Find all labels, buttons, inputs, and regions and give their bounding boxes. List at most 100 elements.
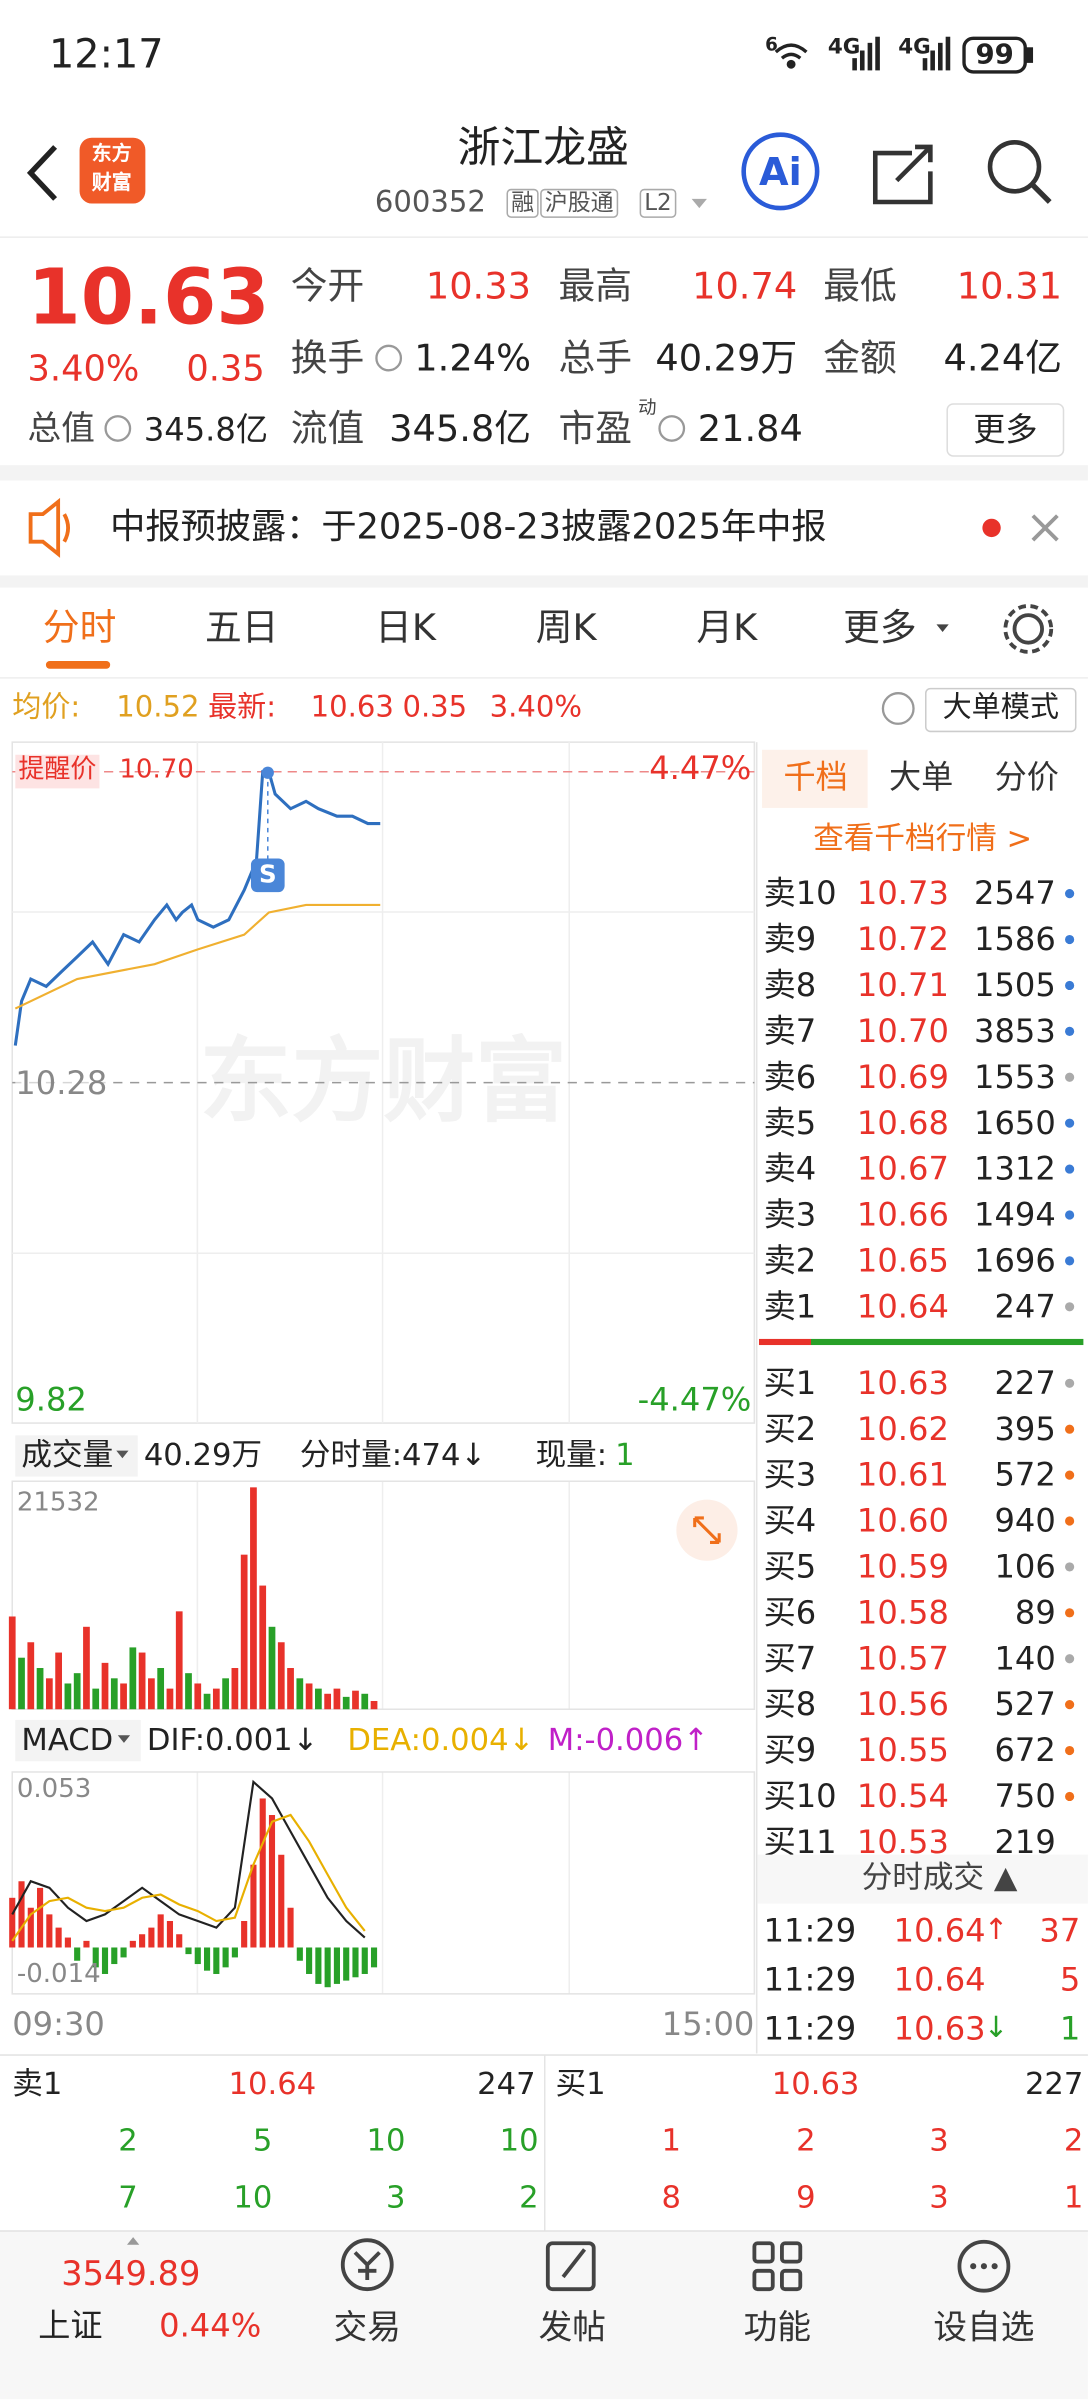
volume-bar — [352, 1690, 359, 1710]
book-price: 10.69 — [856, 1058, 949, 1096]
search-handle — [1030, 183, 1052, 204]
nav-item[interactable]: 功能 — [743, 2309, 812, 2348]
tab[interactable]: 更多 — [843, 606, 917, 650]
more-button[interactable]: 更多 — [973, 411, 1038, 449]
book-dot — [1065, 1470, 1075, 1480]
book-tab[interactable]: 大单 — [889, 758, 954, 796]
macd-bar — [315, 1947, 322, 1984]
volume-bar — [73, 1673, 81, 1710]
close-button[interactable] — [1031, 514, 1059, 542]
book-dot — [1065, 1072, 1075, 1082]
book-label: 买8 — [763, 1686, 817, 1723]
macd-stat: DIF:0.001↓ — [146, 1720, 319, 1758]
nav-item[interactable]: 发帖 — [538, 2309, 606, 2348]
volume-bar — [92, 1688, 100, 1710]
book-label: 买6 — [763, 1594, 817, 1632]
tab[interactable]: 月K — [696, 606, 758, 650]
stock-name: 浙江龙盛 — [457, 122, 629, 173]
book-price: 10.66 — [856, 1196, 949, 1234]
trades-title[interactable]: 分时成交 ▲ — [861, 1858, 1018, 1896]
book-label: 买10 — [763, 1777, 837, 1815]
book-volume: 572 — [994, 1456, 1056, 1494]
book-price: 10.54 — [856, 1777, 949, 1815]
book-volume: 2547 — [974, 875, 1056, 912]
trade-price: 10.63 — [893, 2010, 986, 2048]
book-label: 买4 — [763, 1502, 817, 1540]
volume-bar — [185, 1673, 192, 1710]
book-dot — [1065, 1210, 1075, 1220]
book-dot — [1065, 1608, 1075, 1618]
field-label: 金额 — [823, 336, 897, 380]
volume-bar — [250, 1487, 257, 1710]
level-price: 10.64 — [228, 2065, 317, 2102]
index-value: 3549.89 — [61, 2256, 201, 2295]
level-volume: 227 — [1024, 2065, 1084, 2102]
macd-bar — [361, 1947, 368, 1974]
book-price: 10.62 — [856, 1410, 949, 1448]
share-button[interactable] — [872, 144, 933, 205]
book-label: 卖10 — [763, 875, 837, 912]
book-price: 10.68 — [856, 1104, 949, 1142]
ai-icon: Ai — [759, 150, 802, 195]
selector-box[interactable] — [15, 1719, 141, 1762]
tab[interactable]: 日K — [375, 606, 436, 650]
tab[interactable]: 分时 — [42, 606, 117, 650]
queue-size: 5 — [252, 2121, 273, 2159]
queue-size: 10 — [499, 2121, 539, 2159]
book-volume: 247 — [994, 1288, 1056, 1326]
book-label: 卖6 — [763, 1058, 817, 1096]
book-price: 10.58 — [856, 1594, 949, 1632]
ai-button[interactable] — [741, 132, 820, 211]
book-tab[interactable]: 分价 — [994, 758, 1059, 796]
stock-tag: 沪股通 — [540, 188, 619, 219]
help-mark[interactable]: 大单模式 — [942, 690, 1059, 724]
info-icon — [375, 344, 403, 372]
macd-bar — [203, 1947, 211, 1971]
book-dot — [1065, 1256, 1075, 1266]
nav-item[interactable]: 交易 — [333, 2309, 401, 2348]
volume-bar — [194, 1683, 202, 1710]
expand-icon — [693, 1516, 721, 1544]
volume-bar — [342, 1696, 350, 1710]
more-button[interactable] — [946, 403, 1065, 457]
book-price: 10.73 — [856, 875, 949, 912]
volume-bar — [296, 1678, 304, 1710]
change: 0.35 — [186, 350, 265, 390]
macd-bar — [166, 1920, 174, 1948]
macd-bar — [296, 1947, 303, 1961]
volume-bar — [175, 1611, 183, 1710]
search-button[interactable] — [987, 140, 1042, 194]
macd-bar — [194, 1947, 201, 1965]
y-tick-label: 9.82 — [15, 1381, 87, 1419]
book-volume: 3853 — [974, 1012, 1056, 1050]
book-price: 10.72 — [856, 921, 949, 958]
volume-bar — [55, 1652, 62, 1710]
signal-bars — [852, 36, 951, 71]
status-signal: 4G — [898, 35, 931, 60]
volume-bar — [101, 1662, 109, 1710]
selector-box[interactable] — [15, 1435, 138, 1477]
speaker-icon — [28, 497, 71, 558]
book-dot — [1065, 1164, 1075, 1174]
nav-item[interactable]: 设自选 — [933, 2309, 1035, 2348]
mode-button[interactable] — [925, 687, 1077, 733]
order-book: 卖10 10.73 2547 卖9 10.72 1586 卖8 10.71 1505 卖7 10.7… — [759, 865, 1088, 1855]
book-volume: 1696 — [974, 1242, 1056, 1280]
nav-icons — [340, 2238, 1011, 2293]
macd-bar — [83, 1940, 90, 1948]
book-link[interactable]: 查看千档行情 > — [813, 819, 1033, 857]
macd-bar — [92, 1947, 99, 1968]
y-tick-label: 10.28 — [15, 1064, 108, 1102]
volume-bar — [333, 1688, 341, 1710]
book-dot — [1065, 889, 1075, 899]
volume-bar — [27, 1642, 35, 1710]
tab[interactable]: 五日 — [205, 606, 279, 650]
settings-button[interactable] — [1012, 613, 1044, 645]
separator — [0, 465, 1088, 481]
macd-bar — [333, 1947, 340, 1984]
x-tick-label: 09:30 — [12, 2005, 105, 2043]
book-tab[interactable]: 千档 — [783, 758, 848, 796]
back-button[interactable] — [26, 145, 58, 201]
tab[interactable]: 周K — [535, 606, 597, 650]
macd-bar — [352, 1947, 359, 1978]
